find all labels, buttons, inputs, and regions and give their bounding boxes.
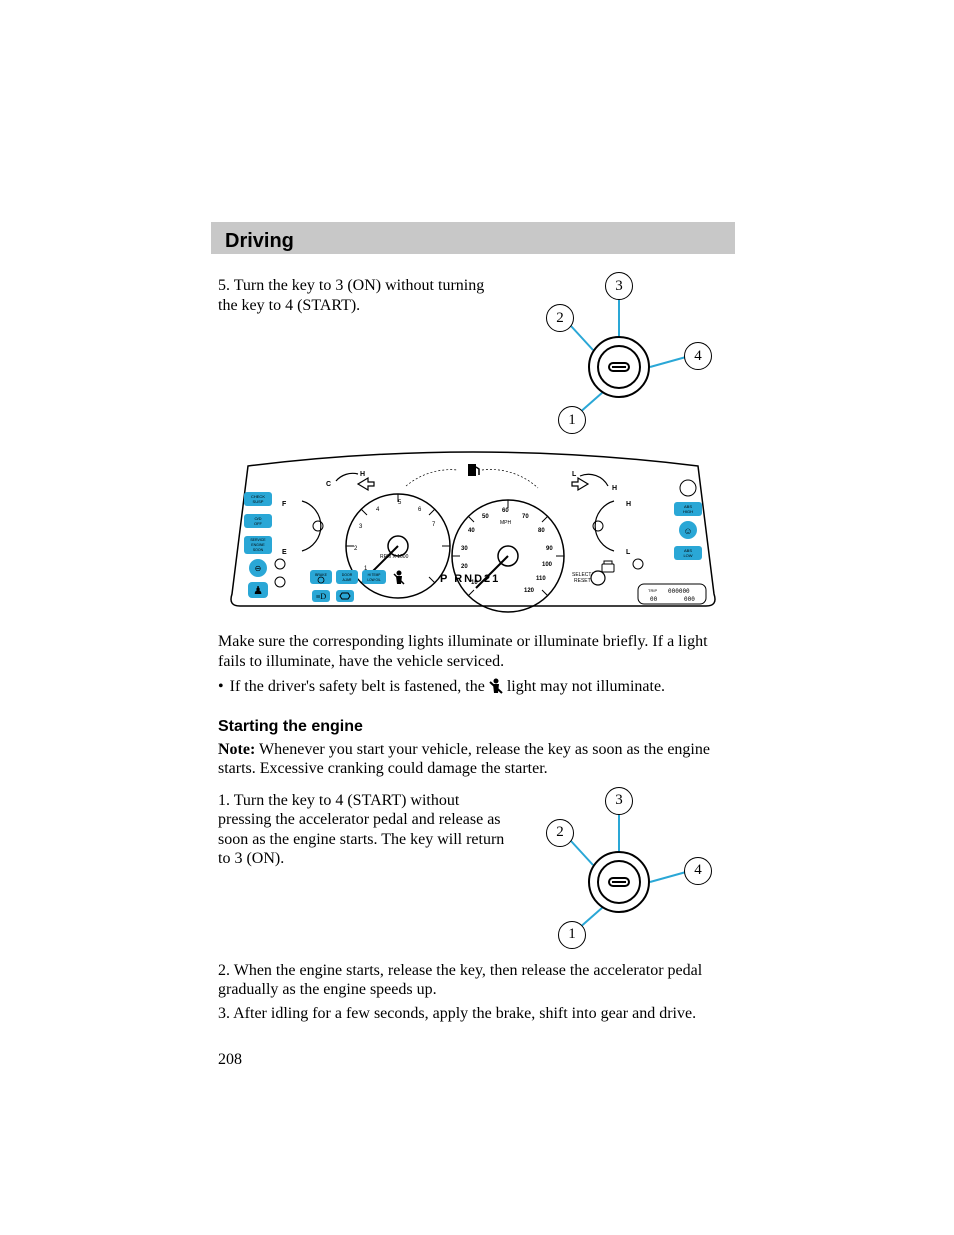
- page-content: Driving 5. Turn the key to 3 (ON) withou…: [218, 222, 728, 1069]
- ignition-cylinder: [588, 336, 650, 398]
- step5-row: 5. Turn the key to 3 (ON) without turnin…: [218, 276, 728, 436]
- svg-text:SERVICE: SERVICE: [250, 538, 266, 542]
- svg-text:H: H: [612, 485, 617, 492]
- seatbelt-icon: [489, 678, 503, 700]
- ignition2-pos-4: 4: [684, 857, 712, 885]
- svg-text:00: 00: [650, 596, 658, 603]
- svg-text:♟: ♟: [253, 585, 263, 597]
- svg-text:C: C: [326, 481, 331, 488]
- svg-text:L: L: [572, 471, 577, 478]
- svg-text:AJAR: AJAR: [343, 578, 352, 582]
- svg-text:HIGH: HIGH: [683, 509, 693, 514]
- svg-text:50: 50: [482, 514, 489, 520]
- bullet-seatbelt: • If the driver's safety belt is fastene…: [218, 677, 728, 700]
- ignition-pos-4: 4: [684, 342, 712, 370]
- note-para: Note: Whenever you start your vehicle, r…: [218, 740, 728, 779]
- stepb1-text: 1. Turn the key to 4 (START) without pre…: [218, 791, 506, 951]
- svg-text:SOON: SOON: [253, 548, 264, 552]
- after-cluster-text: Make sure the corresponding lights illum…: [218, 632, 728, 671]
- svg-text:F: F: [282, 501, 287, 508]
- bullet1-pre: If the driver's safety belt is fastened,…: [230, 678, 485, 695]
- instrument-cluster-svg: 1 2 3 4 5 6 7 RPM X 1000 10 20: [218, 446, 728, 618]
- svg-text:RESET: RESET: [574, 578, 591, 584]
- stepb2: 2. When the engine starts, release the k…: [218, 961, 728, 1000]
- subhead-starting: Starting the engine: [218, 718, 728, 736]
- ignition2-pos-2: 2: [546, 819, 574, 847]
- note-label: Note:: [218, 741, 255, 758]
- svg-text:000000: 000000: [668, 588, 690, 595]
- step5-text: 5. Turn the key to 3 (ON) without turnin…: [218, 276, 506, 436]
- ignition-switch-diagram: 3 2 4 1: [518, 276, 728, 436]
- ignition-pos-3: 3: [605, 272, 633, 300]
- svg-text:90: 90: [546, 546, 553, 552]
- svg-text:000: 000: [684, 596, 695, 603]
- bullet1-post: light may not illuminate.: [507, 678, 665, 695]
- svg-text:⊖: ⊖: [255, 564, 262, 573]
- svg-text:SUSP: SUSP: [253, 499, 264, 504]
- ignition-keyhole: [597, 345, 641, 389]
- page-number: 208: [218, 1051, 728, 1069]
- svg-text:LOW: LOW: [683, 553, 692, 558]
- bullet-content: If the driver's safety belt is fastened,…: [230, 677, 665, 700]
- svg-text:L: L: [626, 549, 631, 556]
- svg-text:ENGINE: ENGINE: [251, 543, 265, 547]
- svg-text:☺: ☺: [683, 526, 692, 536]
- ignition-pos-2: 2: [546, 304, 574, 332]
- svg-text:MPH: MPH: [500, 520, 512, 526]
- section-header-bar: Driving: [211, 222, 735, 254]
- instrument-cluster-figure: 1 2 3 4 5 6 7 RPM X 1000 10 20: [218, 446, 728, 618]
- svg-text:BRAKE: BRAKE: [315, 573, 328, 577]
- svg-text:H: H: [626, 501, 631, 508]
- svg-text:TRIP: TRIP: [648, 588, 657, 593]
- ignition-keyhole-2: [597, 860, 641, 904]
- svg-text:DOOR: DOOR: [342, 573, 353, 577]
- bullet-dot: •: [218, 677, 224, 697]
- stepb3: 3. After idling for a few seconds, apply…: [218, 1004, 728, 1024]
- svg-text:≡D: ≡D: [316, 592, 327, 601]
- svg-text:100: 100: [542, 562, 553, 568]
- note-text: Whenever you start your vehicle, release…: [218, 741, 710, 778]
- stepb1-row: 1. Turn the key to 4 (START) without pre…: [218, 791, 728, 951]
- ignition-figure-1: 3 2 4 1: [518, 276, 728, 436]
- ignition-figure-2: 3 2 4 1: [518, 791, 728, 951]
- svg-text:80: 80: [538, 528, 545, 534]
- svg-text:HI TEMP: HI TEMP: [368, 573, 381, 577]
- ignition-cylinder-2: [588, 851, 650, 913]
- svg-text:LOW OIL: LOW OIL: [367, 578, 381, 582]
- svg-text:20: 20: [461, 564, 468, 570]
- ignition-switch-diagram-2: 3 2 4 1: [518, 791, 728, 951]
- svg-text:110: 110: [536, 576, 546, 582]
- ignition2-pos-3: 3: [605, 787, 633, 815]
- svg-text:120: 120: [524, 588, 535, 594]
- section-title: Driving: [225, 230, 294, 253]
- svg-text:30: 30: [461, 546, 468, 552]
- gear-indicator: P RND21: [440, 573, 500, 585]
- svg-text:40: 40: [468, 528, 475, 534]
- svg-text:E: E: [282, 549, 287, 556]
- svg-text:OFF: OFF: [254, 521, 263, 526]
- svg-text:70: 70: [522, 514, 529, 520]
- ignition2-pos-1: 1: [558, 921, 586, 949]
- svg-text:H: H: [360, 471, 365, 478]
- ignition-pos-1: 1: [558, 406, 586, 434]
- svg-text:60: 60: [502, 508, 509, 514]
